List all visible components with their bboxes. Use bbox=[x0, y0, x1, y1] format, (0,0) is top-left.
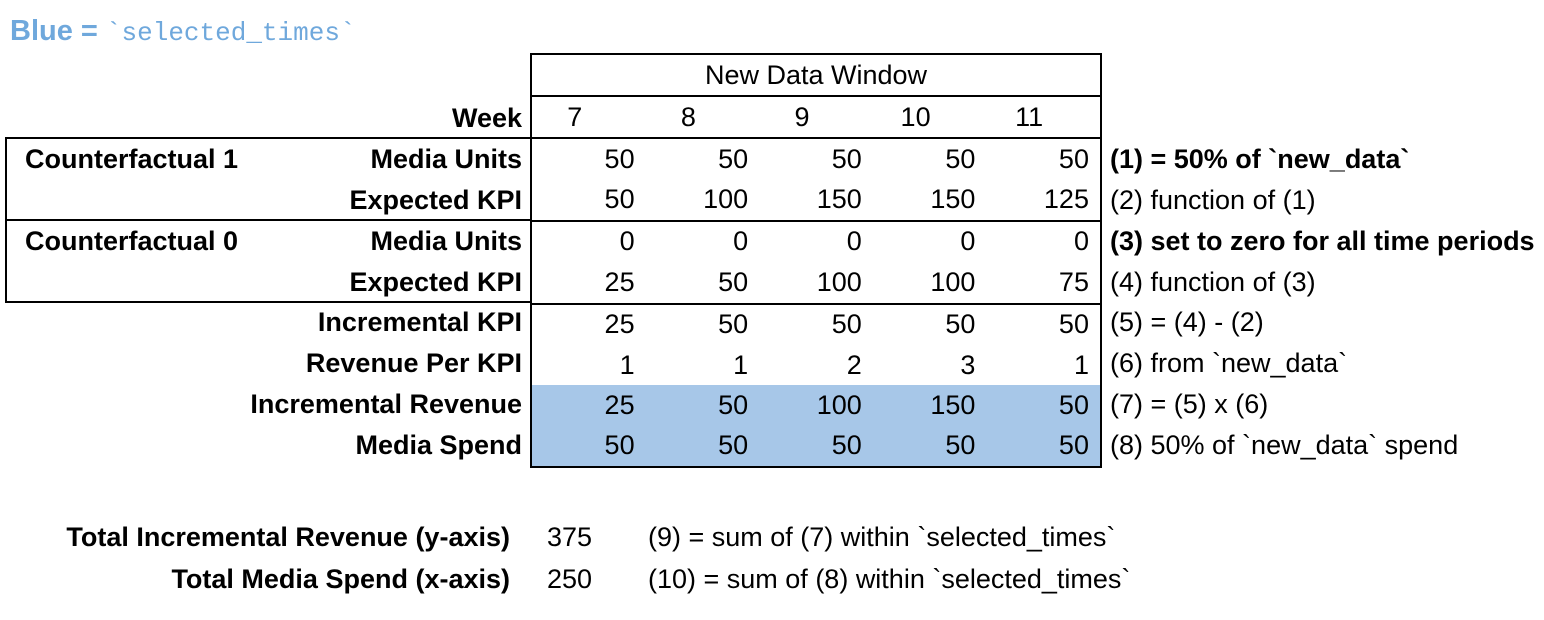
row-annotation: (6) from `new_data` bbox=[1110, 348, 1348, 379]
legend-code: `selected_times` bbox=[105, 18, 356, 48]
table-row: 50 100 150 150 125 bbox=[532, 179, 1100, 222]
data-cell: 25 bbox=[604, 266, 635, 297]
data-cell: 1 bbox=[733, 349, 749, 380]
row-label: Media Spend bbox=[355, 430, 522, 461]
row-annotation: (4) function of (3) bbox=[1110, 266, 1316, 297]
summary-label: Total Incremental Revenue (y-axis) bbox=[66, 521, 510, 552]
table-row: 25 50 100 100 75 bbox=[532, 262, 1100, 305]
week-cell: 7 bbox=[567, 101, 583, 132]
summary-row: Total Incremental Revenue (y-axis) 375 (… bbox=[0, 516, 1544, 558]
table-row-highlighted: 50 50 50 50 50 bbox=[532, 425, 1100, 466]
week-label: Week bbox=[451, 102, 522, 133]
table-row: 50 50 50 50 50 bbox=[532, 139, 1100, 179]
data-cell: 100 bbox=[816, 389, 862, 420]
data-cell: 50 bbox=[831, 430, 862, 461]
row-annotation: (8) 50% of `new_data` spend bbox=[1110, 430, 1459, 461]
data-cell: 0 bbox=[1073, 226, 1089, 257]
data-cell: 50 bbox=[831, 143, 862, 174]
data-cell: 0 bbox=[960, 226, 976, 257]
row-label: Expected KPI bbox=[349, 184, 522, 215]
counterfactual-0-label: Counterfactual 0 bbox=[25, 225, 239, 256]
data-cell: 50 bbox=[604, 184, 635, 215]
data-cell: 50 bbox=[1058, 389, 1089, 420]
counterfactual-0-box bbox=[5, 220, 530, 303]
data-cell: 2 bbox=[846, 349, 862, 380]
table-row: 25 50 50 50 50 bbox=[532, 305, 1100, 345]
row-annotation: (3) set to zero for all time periods bbox=[1110, 225, 1535, 256]
data-cell: 50 bbox=[945, 309, 976, 340]
data-cell: 0 bbox=[846, 226, 862, 257]
row-annotation: (2) function of (1) bbox=[1110, 184, 1316, 215]
summary-annotation: (9) = sum of (7) within `selected_times` bbox=[648, 521, 1116, 552]
data-cell: 50 bbox=[718, 430, 749, 461]
data-cell: 50 bbox=[604, 430, 635, 461]
data-cell: 50 bbox=[1058, 143, 1089, 174]
table-row-highlighted: 25 50 100 150 50 bbox=[532, 385, 1100, 426]
row-annotation: (5) = (4) - (2) bbox=[1110, 307, 1264, 338]
data-cell: 100 bbox=[816, 266, 862, 297]
data-cell: 0 bbox=[619, 226, 635, 257]
data-cell: 50 bbox=[718, 389, 749, 420]
annotation-column: (1) = 50% of `new_data` (2) function of (… bbox=[1110, 139, 1535, 466]
summary-row: Total Media Spend (x-axis) 250 (10) = su… bbox=[0, 558, 1544, 600]
data-cell: 150 bbox=[930, 389, 976, 420]
data-cell: 100 bbox=[703, 184, 749, 215]
data-cell: 150 bbox=[930, 184, 976, 215]
week-cell: 11 bbox=[1015, 101, 1044, 132]
data-cell: 0 bbox=[733, 226, 749, 257]
counterfactual-1-label: Counterfactual 1 bbox=[25, 143, 239, 174]
row-label: Expected KPI bbox=[349, 266, 522, 297]
data-cell: 125 bbox=[1043, 184, 1089, 215]
summary-annotation: (10) = sum of (8) within `selected_times… bbox=[648, 563, 1131, 594]
data-cell: 75 bbox=[1058, 266, 1089, 297]
row-label-column: Week Media Units Expected KPI Media Units E… bbox=[0, 97, 522, 466]
summary-label: Total Media Spend (x-axis) bbox=[171, 563, 510, 594]
data-cell: 50 bbox=[945, 430, 976, 461]
row-label: Incremental KPI bbox=[317, 307, 522, 338]
data-cell: 50 bbox=[831, 309, 862, 340]
data-cell: 50 bbox=[1058, 430, 1089, 461]
data-cell: 3 bbox=[960, 349, 976, 380]
data-cell: 100 bbox=[930, 266, 976, 297]
data-cell: 50 bbox=[1058, 309, 1089, 340]
data-cell: 1 bbox=[619, 349, 635, 380]
counterfactual-1-box bbox=[5, 137, 530, 221]
row-annotation: (7) = (5) x (6) bbox=[1110, 389, 1269, 420]
data-cell: 50 bbox=[718, 309, 749, 340]
week-cell: 8 bbox=[680, 101, 696, 132]
data-cell: 1 bbox=[1073, 349, 1089, 380]
data-table: New Data Window 7 8 9 10 11 50 50 50 50 50 50 100 1… bbox=[530, 53, 1102, 468]
data-cell: 50 bbox=[945, 143, 976, 174]
data-cell: 50 bbox=[718, 266, 749, 297]
data-cell: 25 bbox=[604, 309, 635, 340]
row-label: Media Units bbox=[370, 143, 522, 174]
data-cell: 150 bbox=[816, 184, 862, 215]
data-cell: 25 bbox=[604, 389, 635, 420]
week-number-row: 7 8 9 10 11 bbox=[532, 97, 1100, 139]
row-label: Incremental Revenue bbox=[250, 389, 522, 420]
data-cell: 50 bbox=[604, 143, 635, 174]
table-row: 1 1 2 3 1 bbox=[532, 345, 1100, 385]
legend: Blue = `selected_times` bbox=[10, 14, 356, 50]
row-label: Media Units bbox=[370, 225, 522, 256]
summary-value: 375 bbox=[546, 521, 592, 552]
week-cell: 9 bbox=[794, 101, 810, 132]
summary-value: 250 bbox=[546, 563, 592, 594]
table-row: 0 0 0 0 0 bbox=[532, 222, 1100, 262]
legend-blue-label: Blue = bbox=[10, 15, 106, 47]
row-annotation: (1) = 50% of `new_data` bbox=[1110, 143, 1410, 174]
week-cell: 10 bbox=[900, 101, 931, 132]
row-label: Revenue Per KPI bbox=[305, 348, 522, 379]
new-data-window-header: New Data Window bbox=[532, 55, 1100, 97]
data-cell: 50 bbox=[718, 143, 749, 174]
